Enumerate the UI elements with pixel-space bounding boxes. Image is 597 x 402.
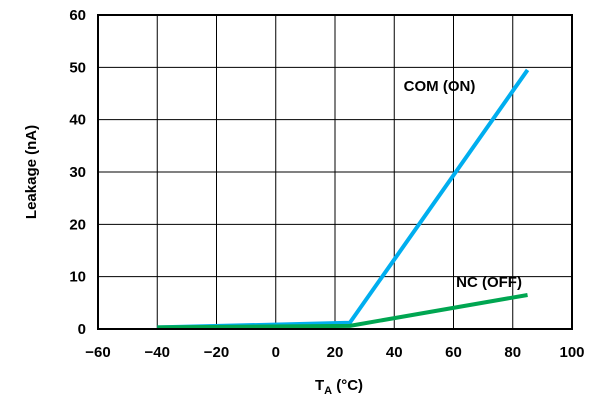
x-tick-label: −40 [145,344,170,361]
y-tick-label: 10 [69,269,86,286]
x-axis-title-unit: (°C) [332,377,363,394]
series-labels: COM (ON) NC (OFF) [404,78,522,291]
y-tick-label: 50 [69,59,86,76]
x-tick-label: −60 [85,344,110,361]
y-tick-label: 20 [69,216,86,233]
x-tick-label: 60 [445,344,462,361]
y-tick-label: 0 [78,321,86,338]
y-axis-title: Leakage (nA) [23,125,40,219]
tick-labels: −60 −40 −20 0 20 40 60 80 100 0 10 20 30 40 50 60 [69,7,584,361]
x-axis-title-main: T [315,377,324,394]
x-tick-label: 100 [559,344,584,361]
plot-frame [97,14,573,330]
series-label: NC (OFF) [456,274,522,291]
x-axis-title-subscript: A [324,385,332,397]
series-label: COM (ON) [404,78,476,95]
x-tick-label: 80 [504,344,521,361]
x-tick-label: −20 [204,344,229,361]
x-tick-label: 0 [272,344,280,361]
y-tick-label: 40 [69,112,86,129]
series-line [157,293,528,330]
y-tick-label: 30 [69,164,86,181]
series-lines [157,68,530,330]
x-axis-title: TA (°C) [315,377,363,397]
x-tick-label: 20 [327,344,344,361]
x-tick-label: 40 [386,344,403,361]
y-tick-label: 60 [69,7,86,24]
